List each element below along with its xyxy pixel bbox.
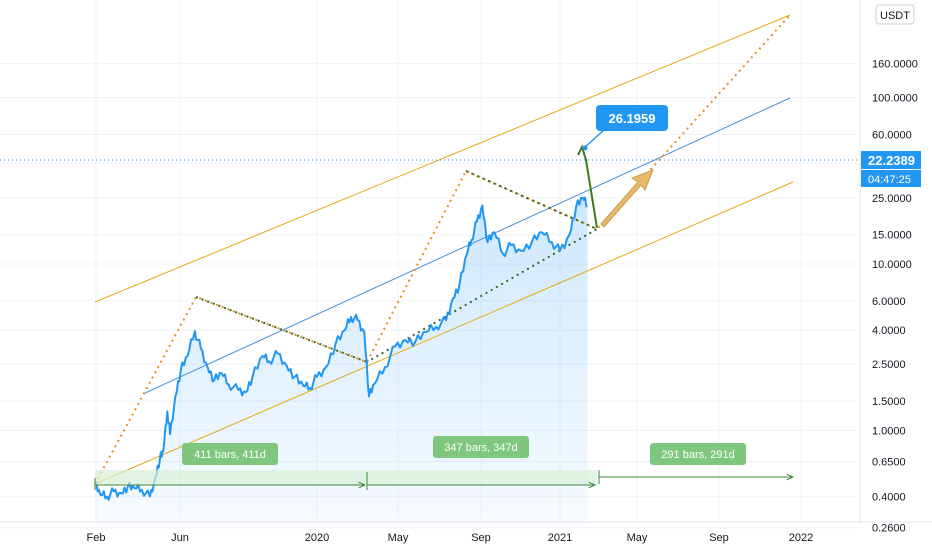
currency-label: USDT	[880, 10, 910, 22]
target-badge[interactable]	[596, 105, 668, 131]
x-tick-label-3: May	[388, 532, 409, 544]
countdown-label: 04:47:25	[868, 174, 911, 186]
y-tick-label-4: 1.5000	[872, 396, 906, 408]
channel-middle-line	[144, 97, 791, 394]
date-range-3-badge	[650, 443, 746, 465]
channel-upper-line	[94, 14, 791, 303]
y-tick-label-9: 15.0000	[872, 230, 912, 242]
date-range-2[interactable]: 347 bars, 347d	[366, 436, 597, 490]
last-price-badge	[861, 151, 921, 169]
x-tick-label-4: Sep	[471, 532, 491, 544]
y-tick-label-12: 60.0000	[872, 130, 912, 142]
time-axis-labels: Feb Jun 2020 May Sep 2021 May Sep 2022	[87, 532, 814, 544]
target-label: 26.1959	[609, 111, 656, 126]
x-tick-label-1: Jun	[171, 532, 189, 544]
y-tick-label-7: 6.0000	[872, 296, 906, 308]
date-range-1[interactable]: 411 bars, 411d	[94, 443, 367, 490]
date-range-2-label: 347 bars, 347d	[444, 442, 517, 454]
x-tick-label-2: 2020	[305, 532, 329, 544]
x-tick-label-8: 2022	[789, 532, 813, 544]
x-tick-label-5: 2021	[548, 532, 572, 544]
date-range-3[interactable]: 291 bars, 291d	[598, 443, 793, 484]
y-tick-label-0: 0.2600	[872, 523, 906, 535]
y-tick-label-2: 0.6500	[872, 457, 906, 469]
date-range-2-badge	[433, 436, 529, 458]
date-range-3-label: 291 bars, 291d	[661, 449, 734, 461]
y-tick-label-14: 160.0000	[872, 59, 918, 71]
forecast-arrow[interactable]	[600, 169, 654, 228]
date-range-1-label: 411 bars, 411d	[194, 449, 266, 461]
last-price-label: 22.2389	[868, 153, 915, 168]
green-dotted-triangle-1	[195, 296, 368, 363]
y-tick-label-13: 100.0000	[872, 93, 918, 105]
date-range-1-badge	[182, 443, 278, 465]
y-tick-label-1: 0.4000	[872, 492, 906, 504]
x-tick-label-6: May	[627, 532, 648, 544]
forecast-zigzag	[577, 144, 598, 229]
currency-badge[interactable]	[875, 4, 915, 25]
y-tick-label-3: 1.0000	[872, 425, 906, 437]
x-tick-label-7: Sep	[709, 532, 729, 544]
y-tick-label-6: 4.0000	[872, 325, 906, 337]
price-line[interactable]	[94, 196, 588, 501]
target-connector	[584, 129, 605, 148]
price-axis-labels: 0.2600 0.4000 0.6500 1.0000 1.5000 2.5000 4.00…	[872, 59, 918, 535]
date-range-1-band	[95, 470, 367, 485]
countdown-badge	[861, 170, 921, 187]
channel-lower-line	[94, 181, 794, 485]
y-tick-label-10: 25.0000	[872, 193, 912, 205]
y-tick-label-5: 2.5000	[872, 359, 906, 371]
date-range-2-band	[367, 470, 597, 485]
x-tick-label-0: Feb	[87, 532, 106, 544]
target-dot	[582, 145, 588, 151]
y-tick-label-8: 10.0000	[872, 259, 912, 271]
